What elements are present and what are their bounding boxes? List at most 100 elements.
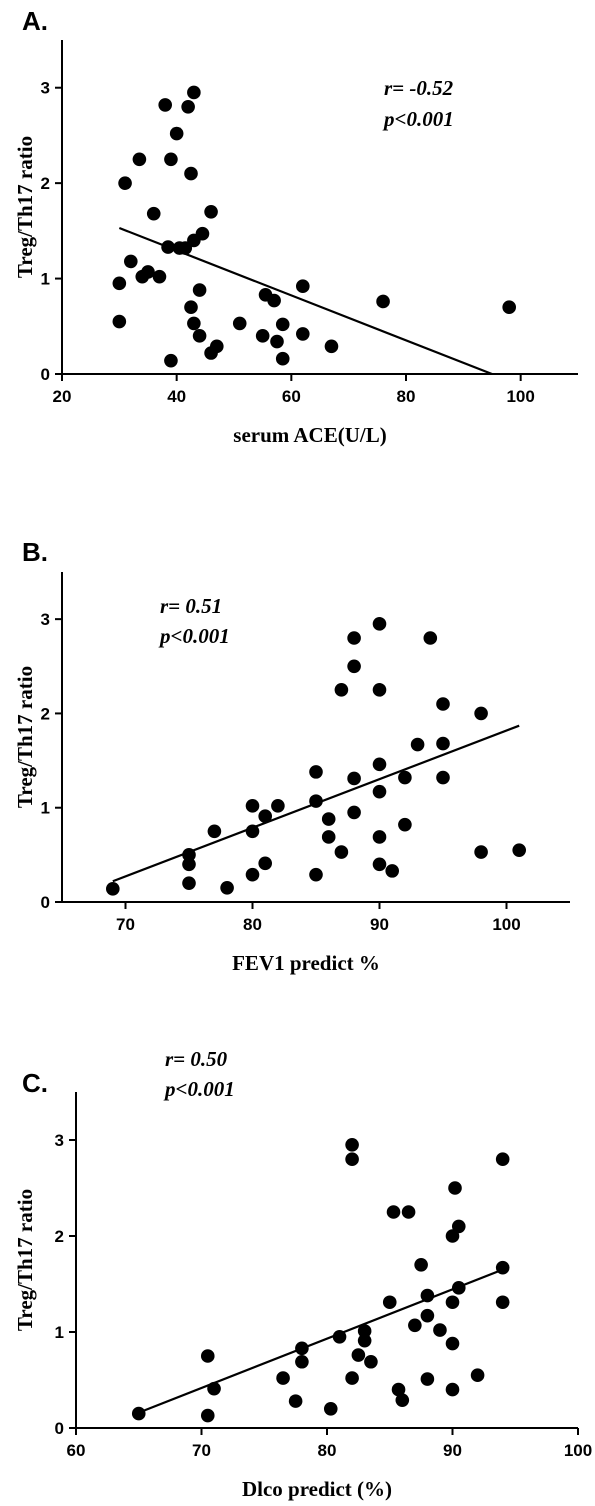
chart-panel-3: C. 0 1 2 3 60 70 80 90 100 Dlco predict (%) Treg/Th… [13,1047,592,1501]
data-point [347,805,361,820]
data-point [436,697,450,711]
data-point [376,294,390,309]
data-point [495,1260,510,1275]
y-axis-title: Treg/Th17 ratio [13,1189,37,1331]
data-point [345,1371,359,1385]
y-tick-label: 0 [55,1419,64,1438]
data-point [345,1138,359,1152]
data-point [347,631,361,645]
data-point [124,254,138,269]
data-point [245,867,260,882]
data-point [204,204,218,219]
data-point [258,809,273,823]
data-point [502,300,516,315]
data-point [118,176,132,190]
x-tick-label: 90 [443,1441,462,1460]
data-point [245,824,260,839]
data-point [207,824,222,839]
y-tick-label: 3 [41,610,50,629]
data-point [200,1349,215,1363]
y-tick-label: 1 [41,799,50,818]
data-point [245,799,260,813]
data-point [182,876,196,890]
x-tick-label: 90 [370,915,389,934]
data-point [436,736,450,751]
data-point [382,1295,397,1310]
data-point [187,316,201,331]
data-point [345,1152,359,1166]
data-point [321,812,336,826]
y-axis-title: Treg/Th17 ratio [13,136,37,278]
data-point [296,279,310,294]
data-point [131,1406,146,1421]
x-tick-label: 20 [53,387,72,406]
data-point [474,845,488,859]
data-point [255,329,270,343]
data-point [332,1330,347,1344]
data-point [258,856,273,871]
data-point [433,1323,447,1337]
y-axis-title: Treg/Th17 ratio [13,666,37,808]
data-point [164,152,178,167]
annotation-p-value: p<0.001 [158,624,230,648]
data-point [106,882,120,896]
data-point [391,1382,406,1397]
data-point [357,1333,372,1348]
data-point [309,794,323,808]
data-point [386,1205,401,1219]
data-point [357,1324,372,1338]
data-point [334,845,349,859]
data-point [182,857,196,872]
data-point [232,316,247,331]
y-tick-label: 0 [41,893,50,912]
data-point [220,881,234,895]
annotation-r-value: r= -0.52 [384,76,454,100]
annotation-p-value: p<0.001 [163,1077,235,1101]
data-point [146,206,161,221]
data-point [410,737,425,752]
data-point [309,765,323,779]
data-point [271,799,285,813]
data-point [347,771,361,786]
data-point [372,784,387,799]
data-point [161,240,175,254]
data-point [436,770,450,785]
data-point [192,283,207,297]
x-axis-title: FEV1 predict % [232,951,380,975]
data-point [445,1336,460,1351]
data-point [512,843,526,857]
data-point [372,757,387,772]
regression-line [138,1268,504,1414]
data-point [295,1354,309,1369]
data-point [408,1318,422,1333]
x-axis-title: serum ACE(U/L) [233,423,386,447]
data-point [112,276,127,291]
x-tick-label: 80 [243,915,262,934]
data-point [385,864,400,878]
x-axis-title: Dlco predict (%) [242,1477,392,1501]
data-point [372,857,387,872]
data-point [184,166,198,181]
data-point [470,1368,485,1382]
data-point [184,300,198,315]
data-point [372,830,387,844]
data-point [401,1205,416,1219]
data-point [398,770,412,785]
data-point [321,830,336,844]
data-point [372,617,387,631]
annotation-p-value: p<0.001 [382,107,454,131]
x-tick-label: 70 [192,1441,211,1460]
data-point [276,1371,290,1385]
data-point [187,85,201,100]
data-point [420,1308,435,1323]
data-point [372,683,387,697]
data-point [275,351,290,366]
x-tick-label: 100 [506,387,534,406]
data-point [420,1288,435,1303]
data-point [158,98,172,112]
data-point [288,1394,303,1408]
x-tick-label: 100 [492,915,520,934]
panel-label: A. [22,6,48,36]
y-tick-label: 2 [41,704,50,723]
